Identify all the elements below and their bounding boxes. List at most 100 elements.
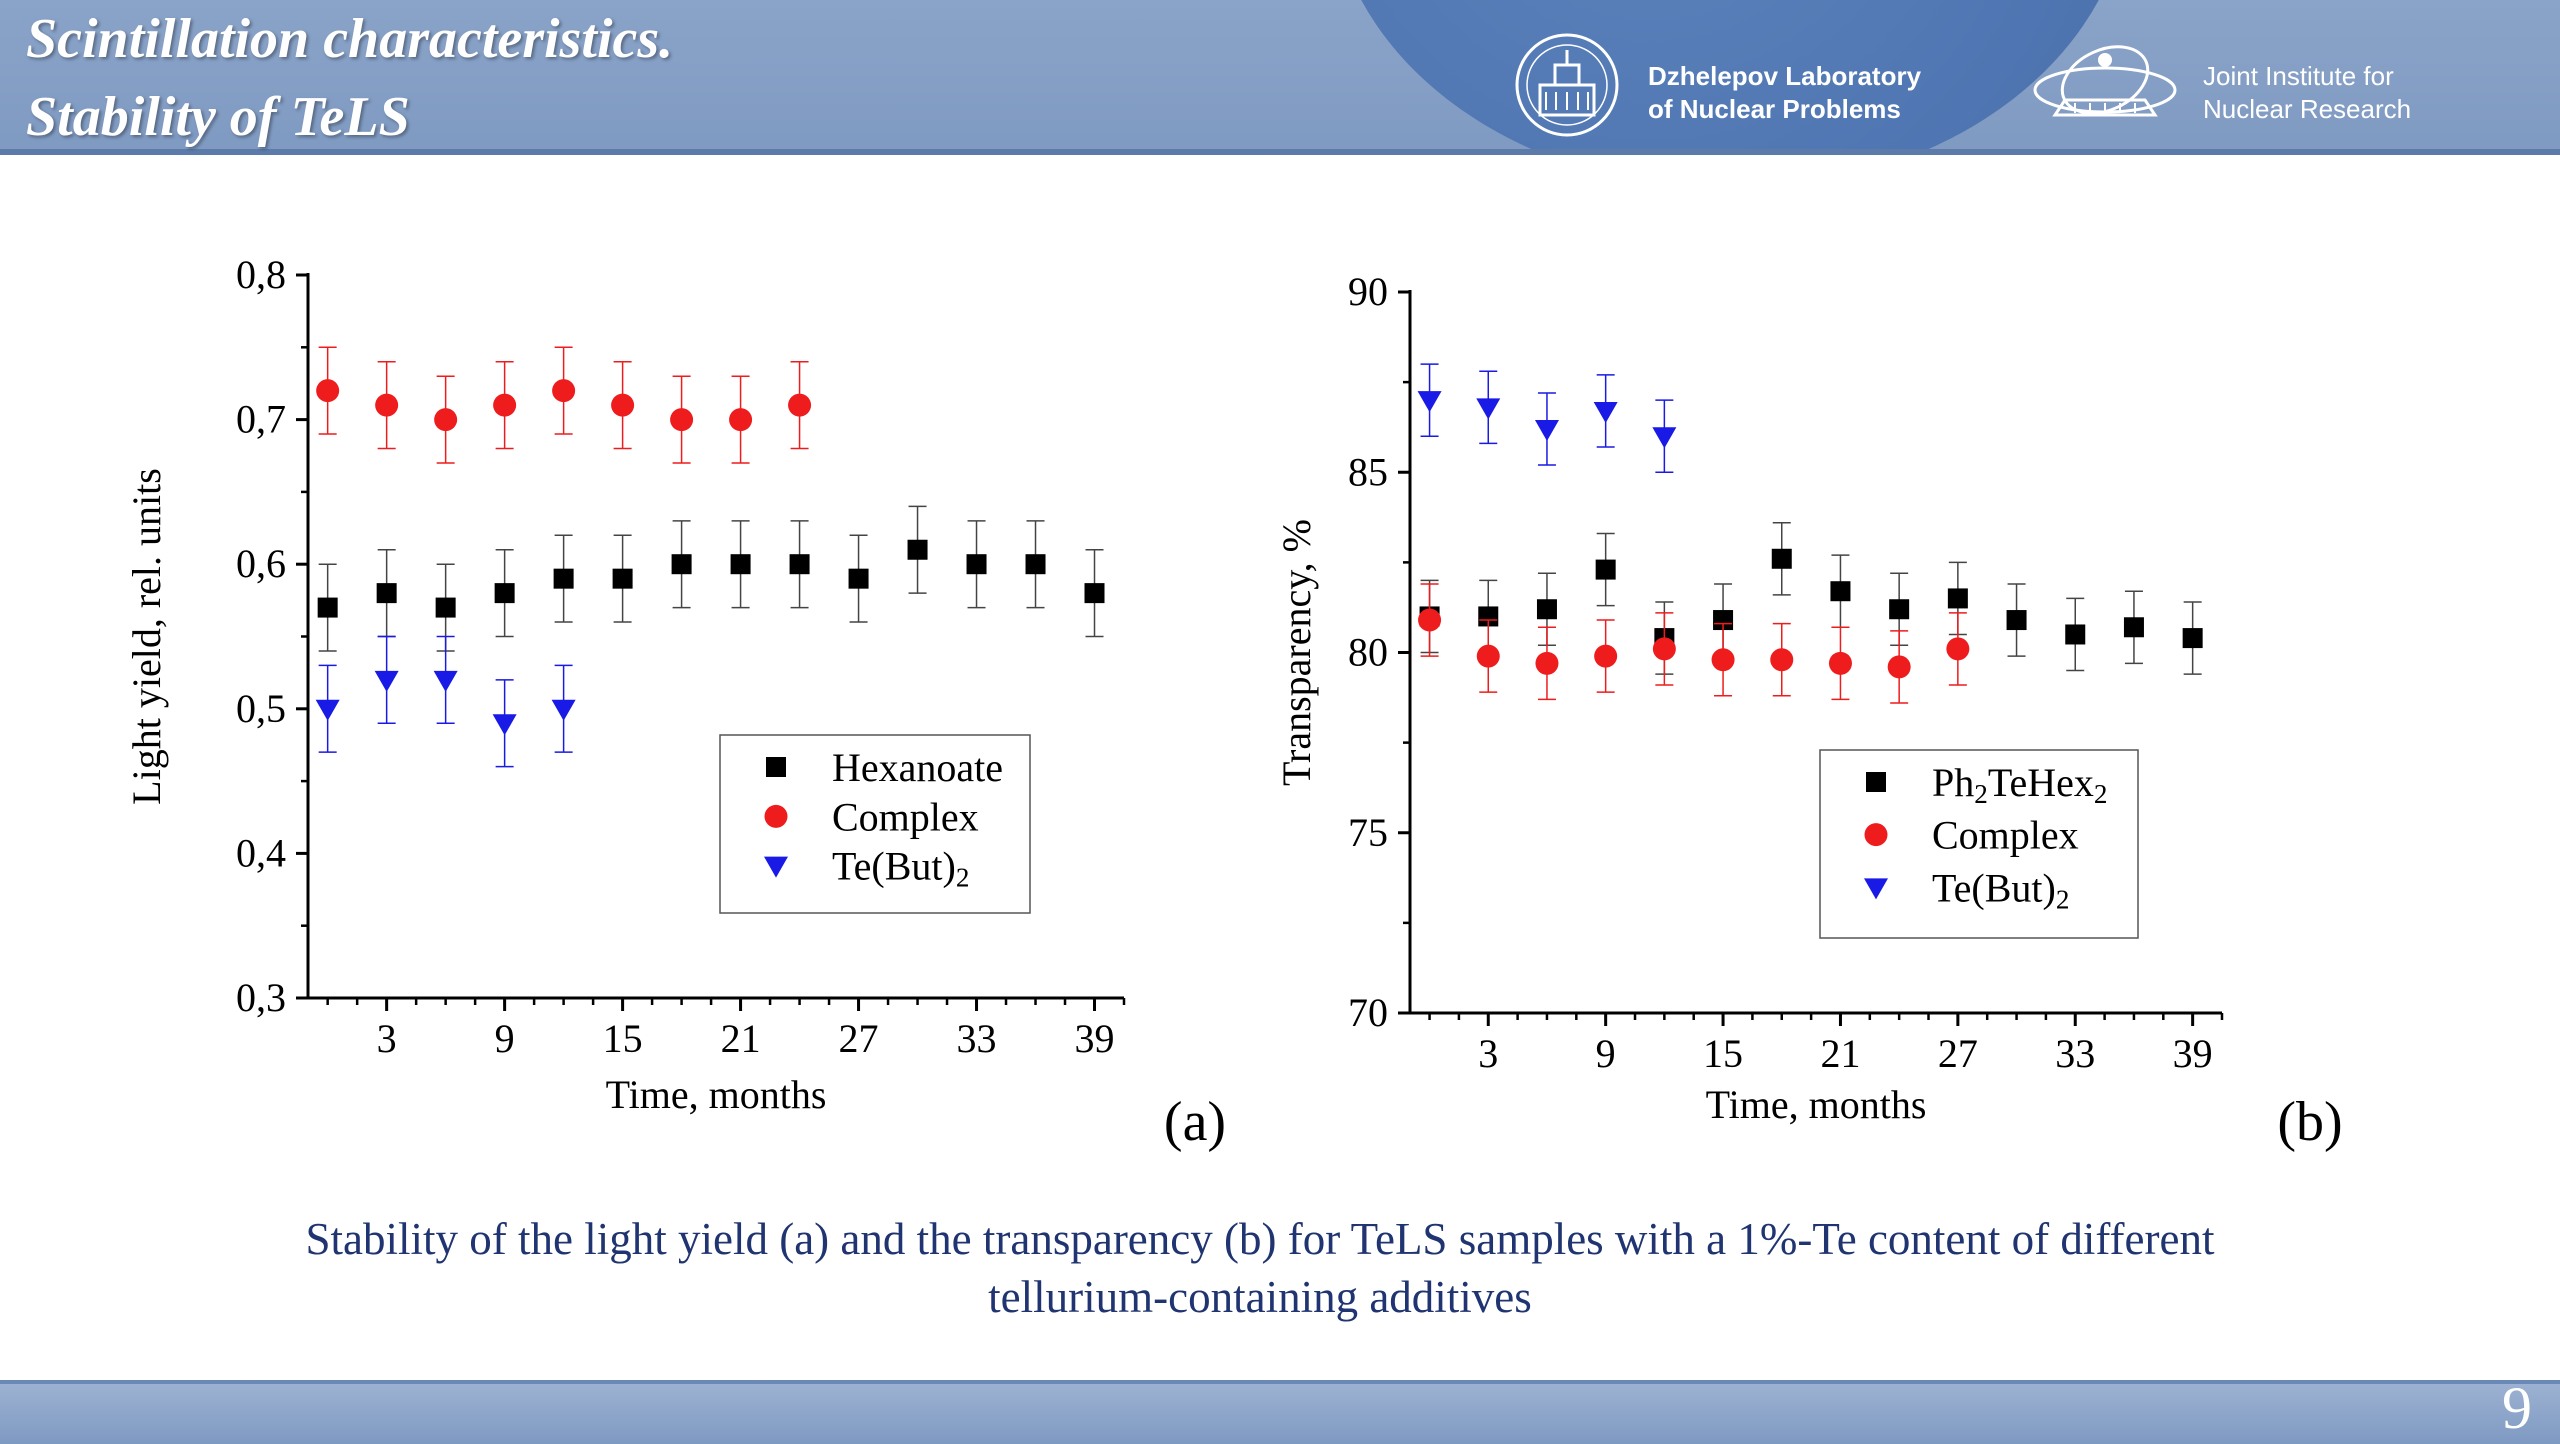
legend-label: Hexanoate [832,745,1003,790]
data-point [433,670,458,692]
header-band [0,149,2560,155]
y-tick-label: 0,7 [236,397,286,442]
y-tick-label: 0,3 [236,975,286,1020]
data-point [966,554,987,575]
data-point [1770,648,1794,672]
caption-line1: Stability of the light yield (a) and the… [305,1214,2215,1264]
y-tick-label: 0,5 [236,686,286,731]
data-point [1476,398,1501,420]
x-tick-label: 39 [1075,1016,1115,1061]
x-tick-label: 27 [1938,1031,1978,1076]
legend-marker [1866,772,1886,792]
org-dlnp-name: Dzhelepov Laboratory of Nuclear Problems [1648,60,1921,126]
data-point [612,568,633,589]
data-point [553,568,574,589]
x-tick-label: 21 [1820,1031,1860,1076]
data-point [316,379,340,403]
data-point [494,583,515,604]
x-tick-label: 15 [603,1016,643,1061]
series-square [1419,521,2203,675]
x-tick-label: 9 [495,1016,515,1061]
series-triangle-down [1417,363,1677,473]
data-point [1946,637,1970,661]
y-tick-label: 90 [1348,269,1388,314]
legend-marker [1864,878,1888,900]
x-tick-label: 39 [2173,1031,2213,1076]
data-point [375,393,399,417]
data-point [435,597,456,618]
data-point [670,408,694,432]
data-point [1713,610,1734,631]
data-point [374,670,399,692]
data-point [1593,401,1618,423]
slide-title-line1: Scintillation characteristics. [26,8,674,70]
data-point [1418,608,1442,632]
data-point [907,539,928,560]
y-axis-label: Light yield, rel. units [124,468,169,805]
dlnp-logo-icon [1515,33,1619,137]
data-point [317,597,338,618]
legend-label: Te(But)2 [1932,865,2069,914]
data-point [1534,419,1559,441]
org-dlnp-line1: Dzhelepov Laboratory [1648,61,1922,91]
data-point [1830,581,1851,602]
x-tick-label: 3 [1478,1031,1498,1076]
legend-marker [764,856,788,878]
data-point [1476,644,1500,668]
data-point [848,568,869,589]
data-point [1652,637,1676,661]
slide-title-line2: Stability of TeLS [26,86,410,148]
legend-label: Complex [1932,813,2079,858]
series-triangle-down [315,635,576,768]
legend-marker [1864,823,1888,847]
x-tick-label: 27 [839,1016,879,1061]
data-point [671,554,692,575]
data-point [729,408,753,432]
data-point [789,554,810,575]
data-point [1536,599,1557,620]
series-circle [316,346,812,464]
page-number: 9 [2502,1375,2532,1441]
data-point [376,583,397,604]
caption-line2: tellurium-containing additives [988,1272,1532,1322]
x-tick-label: 3 [377,1016,397,1061]
data-point [611,393,635,417]
data-point [1711,648,1735,672]
data-point [552,379,576,403]
x-tick-label: 21 [721,1016,761,1061]
data-point [551,699,576,721]
y-tick-label: 0,4 [236,830,286,875]
x-axis-label: Time, months [1706,1082,1927,1127]
jinr-logo-icon [2033,45,2177,117]
legend-marker [764,804,788,828]
data-point [493,393,517,417]
panel-label: (b) [2277,1091,2342,1153]
data-point [1947,588,1968,609]
y-tick-label: 80 [1348,630,1388,675]
data-point [788,393,812,417]
series-square [317,505,1105,652]
x-tick-label: 9 [1596,1031,1616,1076]
legend-label: Complex [832,794,979,839]
data-point [315,699,340,721]
data-point [492,714,517,736]
data-point [1025,554,1046,575]
data-point [730,554,751,575]
x-tick-label: 33 [957,1016,997,1061]
data-point [1595,559,1616,580]
legend-label: Te(But)2 [832,844,969,893]
legend-label: Ph2TeHex2 [1932,760,2107,809]
panel-label: (a) [1164,1091,1226,1153]
data-point [1887,655,1911,679]
data-point [2065,624,2086,645]
data-point [1417,391,1442,413]
y-tick-label: 0,6 [236,541,286,586]
data-point [434,408,458,432]
data-point [1771,548,1792,569]
org-jinr-line2: Nuclear Research [2203,94,2412,124]
org-jinr-line1: Joint Institute for [2203,61,2394,91]
data-point [1478,606,1499,627]
